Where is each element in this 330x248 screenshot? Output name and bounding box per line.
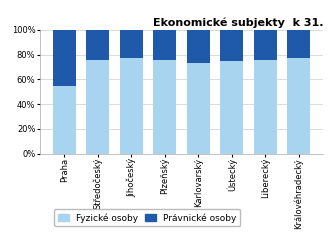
Bar <box>220 61 244 154</box>
Bar <box>186 63 210 154</box>
Bar <box>153 30 177 60</box>
Bar <box>119 30 143 58</box>
Bar <box>287 58 311 154</box>
Bar <box>287 30 311 58</box>
Bar <box>119 58 143 154</box>
Bar <box>186 30 210 63</box>
Legend: Fyzické osoby, Právnické osoby: Fyzické osoby, Právnické osoby <box>54 209 241 226</box>
Bar <box>220 30 244 61</box>
Bar <box>153 60 177 154</box>
Bar <box>86 30 110 60</box>
Bar <box>52 30 76 86</box>
Bar <box>253 30 277 60</box>
Bar <box>86 60 110 154</box>
Text: Ekonomické subjekty  k 31.: Ekonomické subjekty k 31. <box>153 17 323 28</box>
Bar <box>52 86 76 154</box>
Bar <box>253 60 277 154</box>
